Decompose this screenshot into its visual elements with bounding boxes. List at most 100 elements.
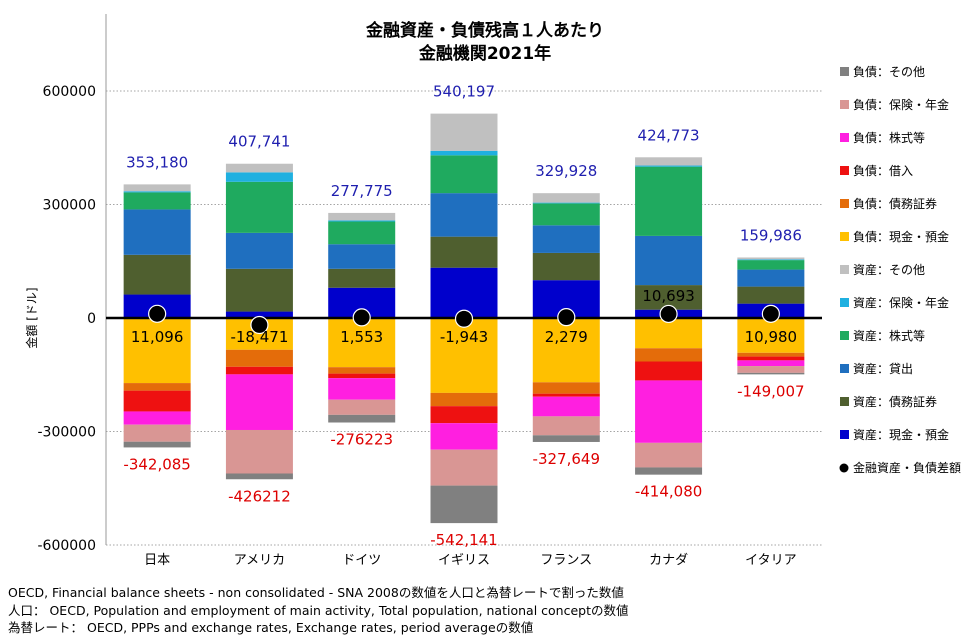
bar-segment (225, 172, 293, 182)
bar-segment (328, 221, 396, 245)
bar-segment (328, 367, 396, 374)
liability-total-label: -149,007 (737, 382, 804, 400)
bar-segment (430, 113, 498, 151)
liability-total-label: -342,085 (123, 455, 190, 473)
liability-total-label: -542,141 (430, 531, 497, 549)
bar-segment (123, 424, 191, 442)
bar-segment (737, 360, 805, 367)
bar-segment (532, 193, 600, 203)
y-tick-label: -600000 (38, 538, 97, 554)
net-marker (761, 304, 780, 323)
bar-segment (430, 449, 498, 486)
x-tick-label: ドイツ (342, 553, 381, 568)
legend-swatch (840, 166, 849, 175)
bar-segment (225, 163, 293, 173)
bar-segment (328, 378, 396, 400)
bar-segment (123, 390, 191, 412)
legend-label: 負債：現金・預金 (853, 229, 949, 244)
x-tick-label: フランス (540, 553, 592, 568)
legend-label: 資産：保険・年金 (853, 295, 949, 310)
bar-segment (123, 184, 191, 192)
bar-segment (123, 191, 191, 193)
legend-marker (839, 463, 849, 473)
bar-segment (635, 442, 703, 468)
bar-segment (635, 165, 703, 167)
net-marker (557, 308, 576, 327)
legend-label: 金融資産・負債差額 (853, 460, 961, 475)
bar-segment (328, 373, 396, 379)
legend-swatch (840, 133, 849, 142)
net-marker (659, 304, 678, 324)
bar-segment (635, 467, 703, 475)
bar-segment (635, 361, 703, 381)
legend-label: 資産：貸出 (853, 361, 913, 376)
bar-segment (737, 260, 805, 270)
liability-total-label: -414,080 (635, 483, 702, 501)
net-marker (250, 315, 269, 335)
bar-segment (225, 268, 293, 312)
legend-label: 資産：債務証券 (853, 394, 937, 409)
bar-segment (328, 212, 396, 221)
legend-swatch (840, 67, 849, 76)
x-tick-label: アメリカ (234, 553, 285, 568)
asset-total-label: 159,986 (740, 226, 802, 244)
net-label: 2,279 (545, 328, 588, 346)
bar-segment (635, 348, 703, 362)
net-marker (454, 309, 474, 328)
legend-label: 資産：その他 (853, 262, 925, 277)
footnote-source: OECD, Financial balance sheets - non con… (8, 585, 624, 600)
bar-segment (430, 150, 498, 156)
net-marker (352, 308, 371, 327)
bar-segment (532, 203, 600, 226)
bar-segment (430, 236, 498, 268)
bar-segment (737, 286, 805, 304)
bar-segment (123, 383, 191, 391)
bar-segment (737, 356, 805, 361)
bar-segment (123, 209, 191, 255)
legend-swatch (840, 331, 849, 340)
bar-segment (430, 406, 498, 424)
asset-total-label: 353,180 (126, 153, 188, 171)
x-tick-label: 日本 (144, 553, 170, 568)
bar-segment (532, 416, 600, 436)
bar-segment (225, 374, 293, 430)
bar-segment (225, 473, 293, 480)
bar-segment (328, 268, 396, 288)
footnote-exchange-rate: 為替レート： OECD, PPPs and exchange rates, Ex… (8, 620, 534, 635)
bar-segment (737, 372, 805, 375)
bar-segment (737, 257, 805, 260)
y-tick-label: -300000 (38, 425, 97, 441)
bar-segment (328, 399, 396, 415)
net-label: 10,693 (642, 287, 695, 305)
liability-total-label: -276223 (330, 431, 393, 449)
chart-title-line: 金融機関2021年 (418, 43, 551, 64)
legend-label: 負債：その他 (853, 64, 925, 79)
bar-segment (123, 192, 191, 210)
x-tick-label: カナダ (649, 553, 688, 568)
y-axis-title: 金額 [ドル] (24, 287, 39, 348)
bar-segment (123, 441, 191, 448)
asset-total-label: 329,928 (535, 162, 597, 180)
legend-swatch (840, 265, 849, 274)
bar-segment (635, 235, 703, 286)
bar-segment (430, 485, 498, 524)
liability-total-label: -426212 (228, 487, 291, 505)
legend-swatch (840, 364, 849, 373)
bar-segment (430, 193, 498, 237)
bar-segment (737, 366, 805, 373)
footnote-population: 人口： OECD, Population and employment of m… (8, 603, 629, 618)
net-label: -1,943 (440, 328, 488, 346)
legend-label: 負債：保険・年金 (853, 97, 949, 112)
bar-segment (635, 166, 703, 236)
x-tick-label: イタリア (745, 553, 796, 568)
liability-total-label: -327,649 (533, 450, 600, 468)
bar-segment (123, 318, 191, 384)
legend-swatch (840, 232, 849, 241)
chart-title-line: 金融資産・負債残高１人あたり (365, 20, 604, 41)
bar-segment (532, 382, 600, 394)
net-label: 11,096 (131, 328, 184, 346)
bar-segment (225, 232, 293, 269)
net-label: -18,471 (230, 328, 288, 346)
asset-total-label: 407,741 (228, 133, 290, 151)
